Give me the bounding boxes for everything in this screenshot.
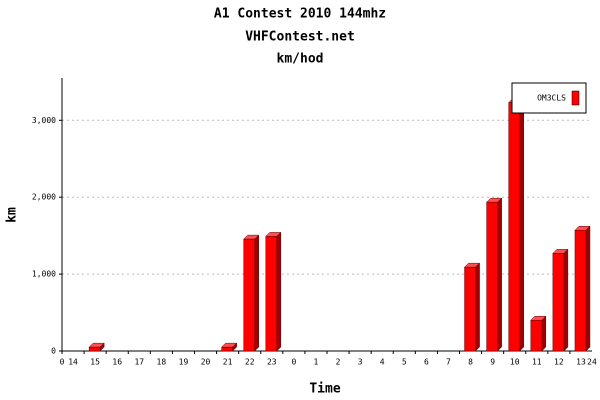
y-axis-label: km bbox=[5, 207, 20, 223]
x-tick-label: 20 bbox=[201, 358, 211, 367]
bar bbox=[508, 102, 520, 352]
bar-side bbox=[497, 197, 502, 352]
x-tick-label: 8 bbox=[468, 358, 473, 367]
x-tick-label: 4 bbox=[380, 358, 385, 367]
bar-side bbox=[519, 98, 524, 352]
x-tick-label: 17 bbox=[134, 358, 144, 367]
x-edge-label: 0 bbox=[60, 358, 65, 367]
x-axis-label: Time bbox=[309, 382, 340, 397]
bar-side bbox=[563, 248, 569, 352]
x-tick-label: 14 bbox=[68, 358, 78, 367]
y-tick-label: 1,000 bbox=[32, 270, 56, 279]
x-tick-label: 0 bbox=[291, 358, 296, 367]
x-tick-label: 9 bbox=[490, 358, 495, 367]
bar bbox=[552, 253, 565, 352]
x-tick-label: 6 bbox=[424, 358, 429, 367]
bar-side bbox=[276, 231, 282, 352]
chart-subtitle: km/hod bbox=[277, 52, 324, 67]
bar bbox=[574, 230, 587, 352]
x-tick-label: 23 bbox=[267, 358, 277, 367]
y-tick-label: 2,000 bbox=[32, 193, 56, 202]
chart-title: A1 Contest 2010 144mhz bbox=[214, 7, 386, 22]
y-tick-label: 3,000 bbox=[32, 116, 56, 125]
x-tick-label: 22 bbox=[245, 358, 255, 367]
legend-swatch bbox=[571, 90, 580, 106]
x-tick-label: 13 bbox=[576, 358, 586, 367]
x-tick-label: 18 bbox=[157, 358, 167, 367]
bar bbox=[530, 319, 543, 352]
bar-side bbox=[475, 262, 480, 352]
bar bbox=[221, 346, 233, 352]
x-edge-label: 24 bbox=[587, 358, 597, 367]
x-tick-label: 2 bbox=[336, 358, 341, 367]
x-tick-label: 5 bbox=[402, 358, 407, 367]
bar-side bbox=[585, 225, 591, 352]
x-tick-label: 3 bbox=[358, 358, 363, 367]
x-tick-label: 1 bbox=[314, 358, 319, 367]
bar bbox=[464, 266, 476, 352]
bar-side bbox=[254, 234, 259, 352]
x-tick-label: 11 bbox=[532, 358, 542, 367]
x-tick-label: 7 bbox=[446, 358, 451, 367]
x-tick-label: 19 bbox=[179, 358, 189, 367]
bar bbox=[243, 238, 255, 352]
bar bbox=[486, 201, 498, 352]
chart-subtitle: VHFContest.net bbox=[245, 30, 355, 45]
x-tick-label: 10 bbox=[510, 358, 520, 367]
x-tick-label: 12 bbox=[554, 358, 564, 367]
y-tick-label: 0 bbox=[51, 347, 56, 356]
x-tick-label: 21 bbox=[223, 358, 233, 367]
x-tick-label: 15 bbox=[90, 358, 100, 367]
legend-label: OM3CLS bbox=[537, 94, 566, 103]
bar bbox=[265, 236, 278, 352]
bar bbox=[88, 346, 101, 352]
x-tick-label: 16 bbox=[112, 358, 122, 367]
bar-side bbox=[541, 315, 547, 352]
